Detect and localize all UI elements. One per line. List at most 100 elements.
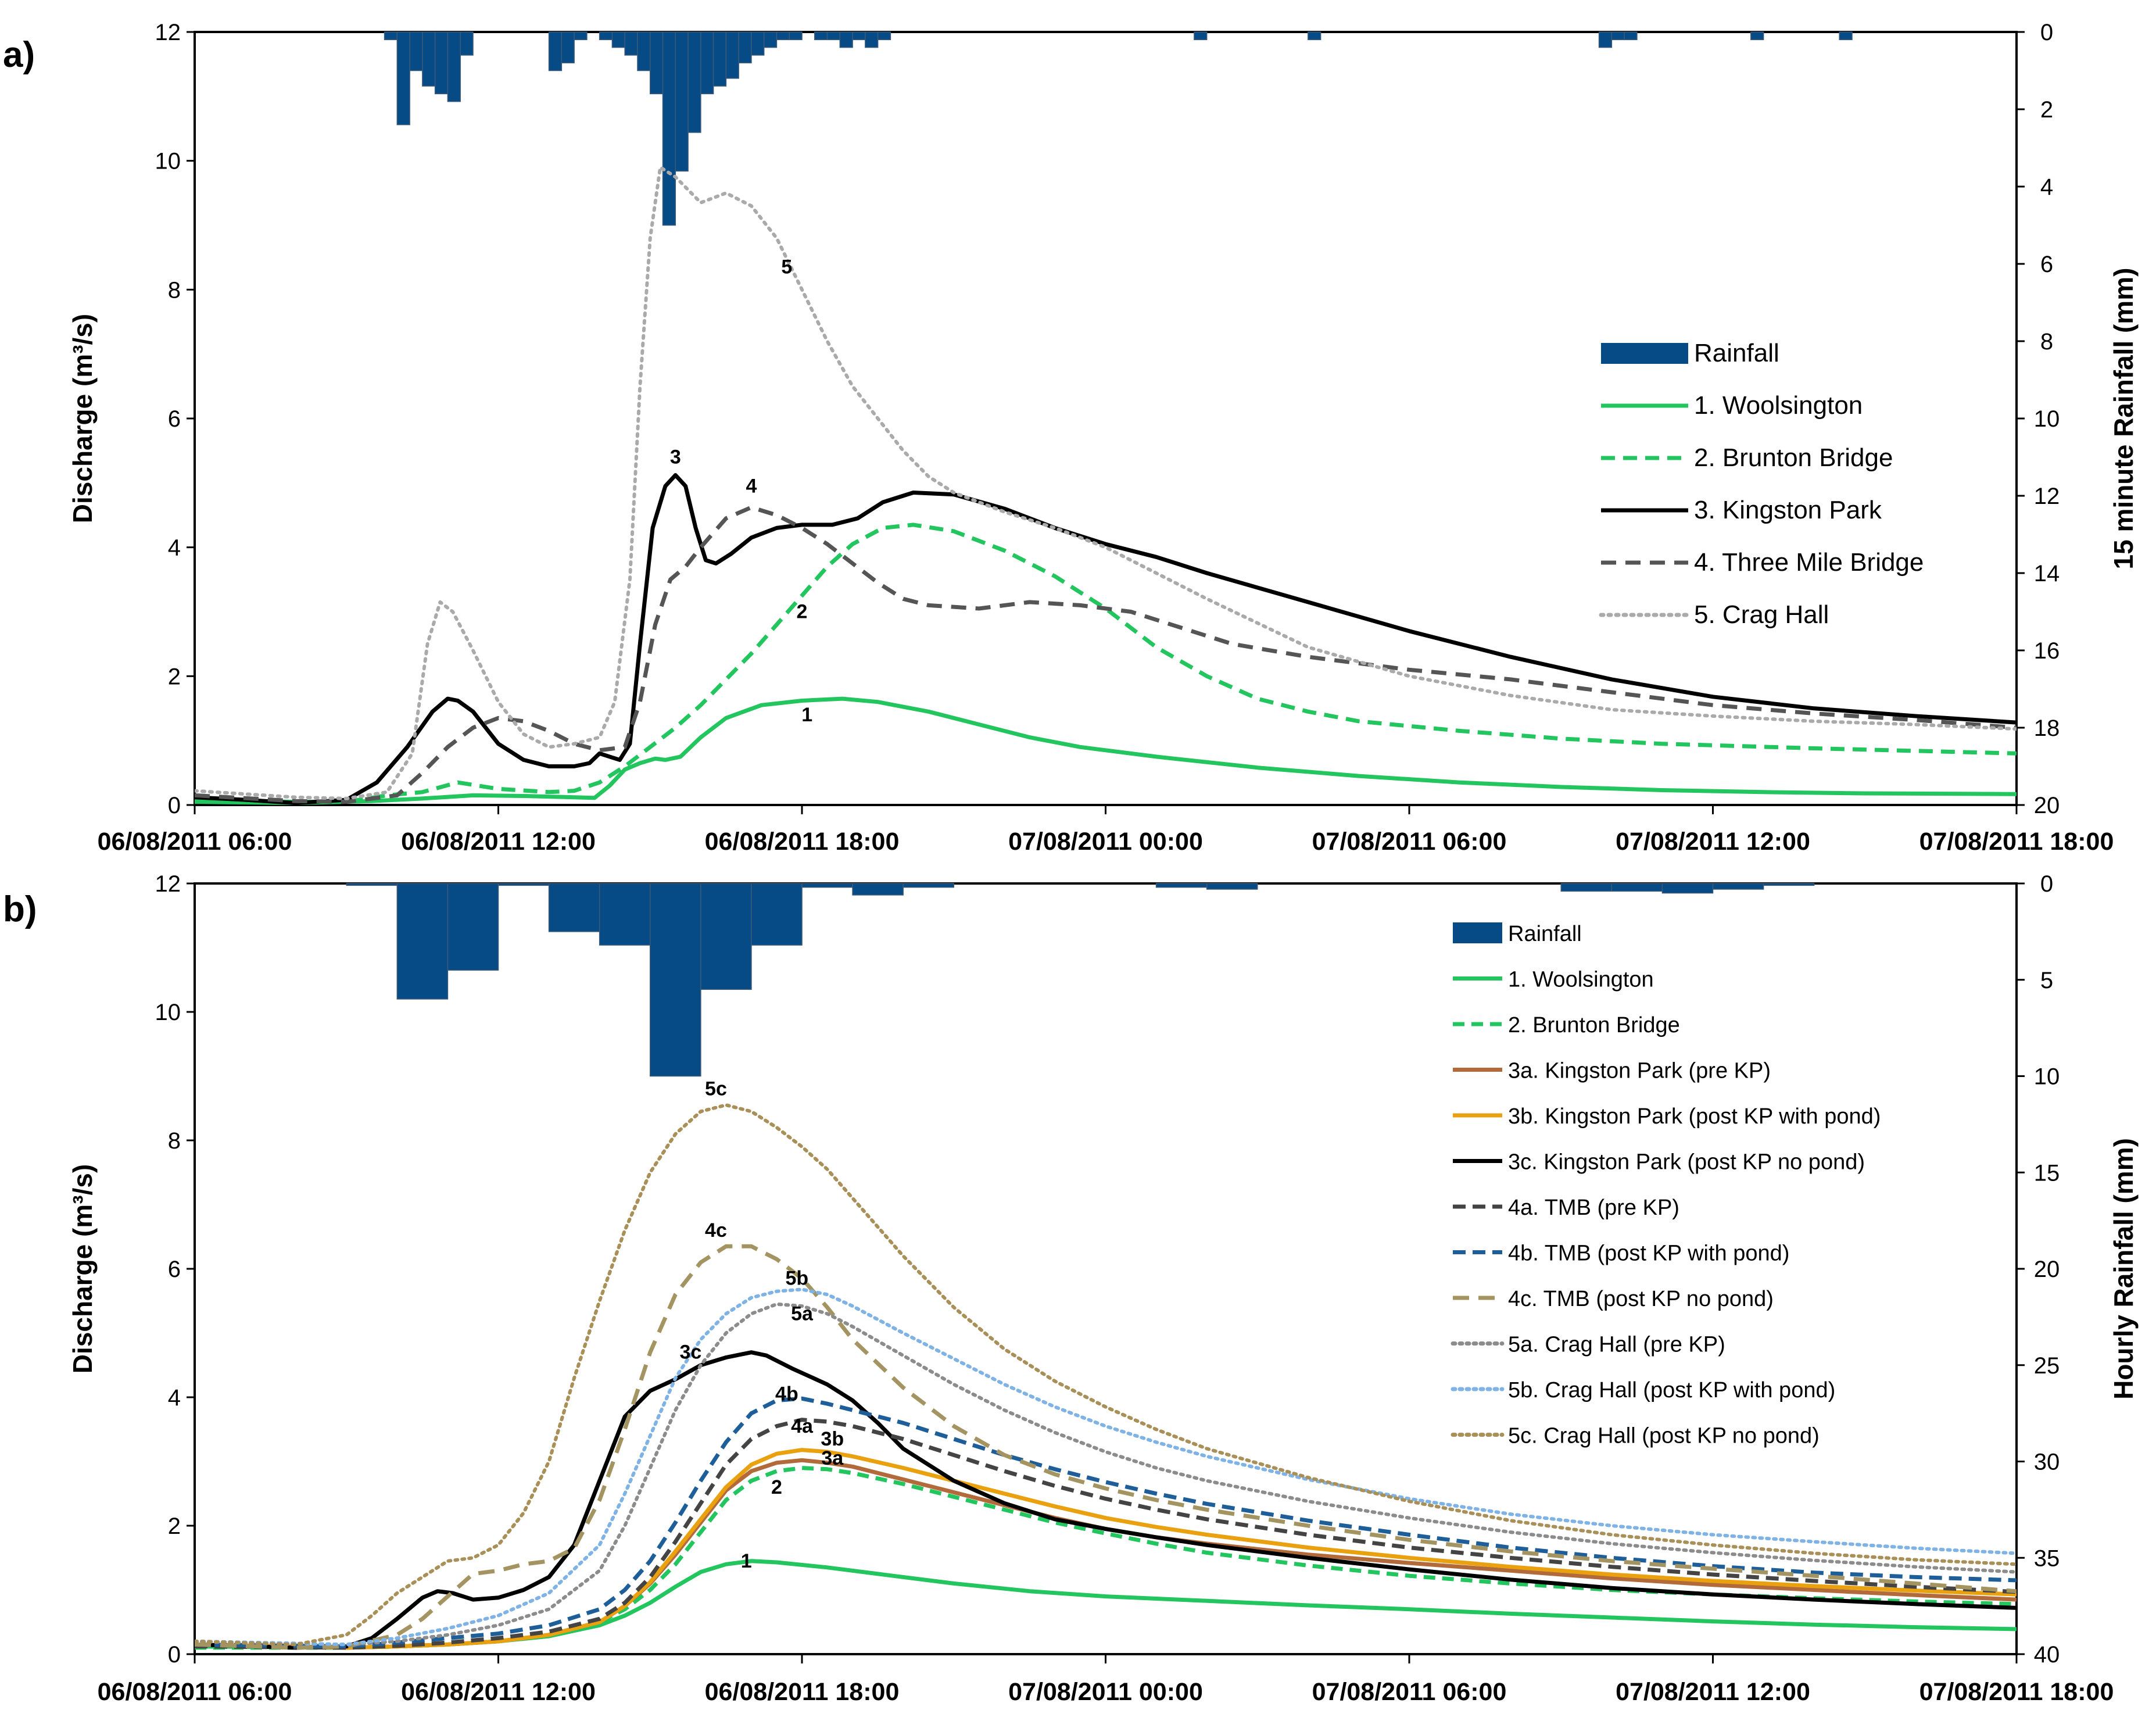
rainfall-bar bbox=[447, 31, 461, 102]
series-annotation: 5b bbox=[785, 1268, 808, 1290]
series-annotation: 2 bbox=[771, 1476, 782, 1498]
y-tick-label: 6 bbox=[168, 406, 181, 432]
series-line-3 bbox=[195, 473, 2017, 805]
rainfall-bar bbox=[852, 31, 866, 41]
rainfall-bar bbox=[1194, 31, 1208, 41]
rainfall-bar bbox=[776, 31, 790, 41]
series-line-1 bbox=[195, 696, 2017, 805]
rainfall-bar bbox=[789, 31, 803, 41]
y-tick-label: 10 bbox=[155, 1000, 181, 1025]
legend-swatch-rainfall bbox=[1453, 922, 1502, 943]
legend-label: 3. Kingston Park bbox=[1694, 496, 1882, 524]
legend-label: Rainfall bbox=[1694, 339, 1779, 367]
y2-tick-label: 12 bbox=[2034, 484, 2060, 509]
rainfall-bar bbox=[460, 31, 474, 56]
rainfall-bar bbox=[700, 31, 714, 95]
legend: Rainfall 1. Woolsington 2. Brunton Bridge 3… bbox=[1599, 339, 1924, 629]
y-tick-label: 2 bbox=[168, 664, 181, 689]
series-line-1 bbox=[195, 1559, 2017, 1650]
rainfall-bar bbox=[902, 883, 954, 888]
rainfall-bar bbox=[675, 31, 689, 172]
series-line-4a bbox=[195, 1418, 2017, 1650]
rainfall-bar bbox=[865, 31, 879, 48]
panel-label: b) bbox=[3, 889, 37, 929]
y-tick-label: 8 bbox=[168, 1128, 181, 1154]
series-line-4b bbox=[195, 1396, 2017, 1649]
rainfall-bar bbox=[561, 31, 575, 63]
legend-label: 3b. Kingston Park (post KP with pond) bbox=[1508, 1104, 1881, 1129]
rainfall-bar bbox=[1206, 883, 1258, 890]
rainfall-bar bbox=[877, 31, 891, 41]
y2-axis-label: 15 minute Rainfall (mm) bbox=[2108, 268, 2139, 570]
legend-label: 4. Three Mile Bridge bbox=[1694, 548, 1924, 577]
rainfall-bar bbox=[650, 883, 701, 1077]
legend-label: 5. Crag Hall bbox=[1694, 600, 1829, 629]
x-tick-label: 07/08/2011 18:00 bbox=[1919, 1678, 2114, 1706]
x-tick-label: 07/08/2011 18:00 bbox=[1919, 828, 2114, 856]
y-tick-label: 0 bbox=[168, 793, 181, 818]
series-lines bbox=[195, 165, 2017, 805]
legend-label: 4a. TMB (pre KP) bbox=[1508, 1196, 1679, 1220]
rainfall-bar bbox=[839, 31, 853, 48]
rainfall-bar bbox=[1750, 31, 1764, 41]
legend-label: 2. Brunton Bridge bbox=[1694, 443, 1893, 472]
rainfall-bar bbox=[497, 883, 550, 886]
legend-label: 4c. TMB (post KP no pond) bbox=[1508, 1287, 1774, 1311]
legend-label: 3c. Kingston Park (post KP no pond) bbox=[1508, 1150, 1865, 1175]
series-annotation: 1 bbox=[741, 1550, 752, 1572]
series-annotation: 1 bbox=[801, 704, 812, 726]
rainfall-bar bbox=[725, 31, 739, 79]
x-tick-label: 06/08/2011 18:00 bbox=[705, 828, 900, 856]
rainfall-bar bbox=[852, 883, 904, 896]
rainfall-bar bbox=[738, 31, 752, 63]
y-tick-label: 8 bbox=[168, 277, 181, 303]
series-line-3b bbox=[195, 1448, 2017, 1650]
rainfall-bar bbox=[801, 883, 853, 888]
y-tick-label: 0 bbox=[168, 1642, 181, 1668]
legend-label: Rainfall bbox=[1508, 922, 1582, 946]
y2-tick-label: 20 bbox=[2034, 1257, 2060, 1282]
x-tick-label: 07/08/2011 12:00 bbox=[1616, 1678, 1810, 1706]
rainfall-bar bbox=[1839, 31, 1853, 41]
series-annotation: 4c bbox=[705, 1219, 727, 1241]
legend-label: 5a. Crag Hall (pre KP) bbox=[1508, 1333, 1725, 1357]
x-tick-label: 07/08/2011 06:00 bbox=[1312, 828, 1507, 856]
rainfall-bar bbox=[396, 883, 449, 1000]
legend-label: 1. Woolsington bbox=[1694, 391, 1863, 420]
series-line-5c bbox=[195, 1103, 2017, 1647]
rainfall-bar bbox=[687, 31, 701, 133]
x-tick-label: 06/08/2011 06:00 bbox=[98, 1678, 292, 1706]
rainfall-bar bbox=[637, 31, 651, 71]
series-lines bbox=[195, 1103, 2017, 1650]
legend-swatch-rainfall bbox=[1601, 343, 1688, 364]
rainfall-bar bbox=[1560, 883, 1613, 892]
x-tick-label: 07/08/2011 06:00 bbox=[1312, 1678, 1507, 1706]
rainfall-bar bbox=[1712, 883, 1764, 890]
y2-tick-label: 16 bbox=[2034, 638, 2060, 664]
series-line-5a bbox=[195, 1302, 2017, 1647]
y2-tick-label: 18 bbox=[2034, 715, 2060, 741]
series-annotation: 3 bbox=[670, 446, 681, 468]
y2-tick-label: 25 bbox=[2034, 1353, 2060, 1379]
series-line-5b bbox=[195, 1287, 2017, 1647]
y-tick-label: 4 bbox=[168, 535, 181, 561]
rainfall-bar bbox=[1155, 883, 1208, 888]
series-annotation: 4a bbox=[791, 1415, 814, 1437]
rainfall-bar bbox=[384, 31, 398, 41]
legend-label: 5c. Crag Hall (post KP no pond) bbox=[1508, 1424, 1820, 1448]
panel-label: a) bbox=[3, 35, 35, 75]
legend-label: 3a. Kingston Park (pre KP) bbox=[1508, 1059, 1771, 1083]
rainfall-bar bbox=[447, 883, 499, 971]
x-tick-label: 06/08/2011 06:00 bbox=[98, 828, 292, 856]
legend-label: 1. Woolsington bbox=[1508, 968, 1654, 992]
rainfall-bar bbox=[751, 31, 765, 56]
x-tick-label: 07/08/2011 12:00 bbox=[1616, 828, 1810, 856]
y-tick-label: 10 bbox=[155, 149, 181, 174]
y2-tick-label: 8 bbox=[2040, 329, 2053, 355]
legend-label: 4b. TMB (post KP with pond) bbox=[1508, 1241, 1789, 1266]
legend-label: 5b. Crag Hall (post KP with pond) bbox=[1508, 1378, 1835, 1402]
series-annotation: 4b bbox=[775, 1383, 798, 1405]
series-line-4 bbox=[195, 505, 2017, 804]
y2-tick-label: 30 bbox=[2034, 1450, 2060, 1475]
legend: Rainfall 1. Woolsington 2. Brunton Bridge 3… bbox=[1451, 922, 1881, 1448]
